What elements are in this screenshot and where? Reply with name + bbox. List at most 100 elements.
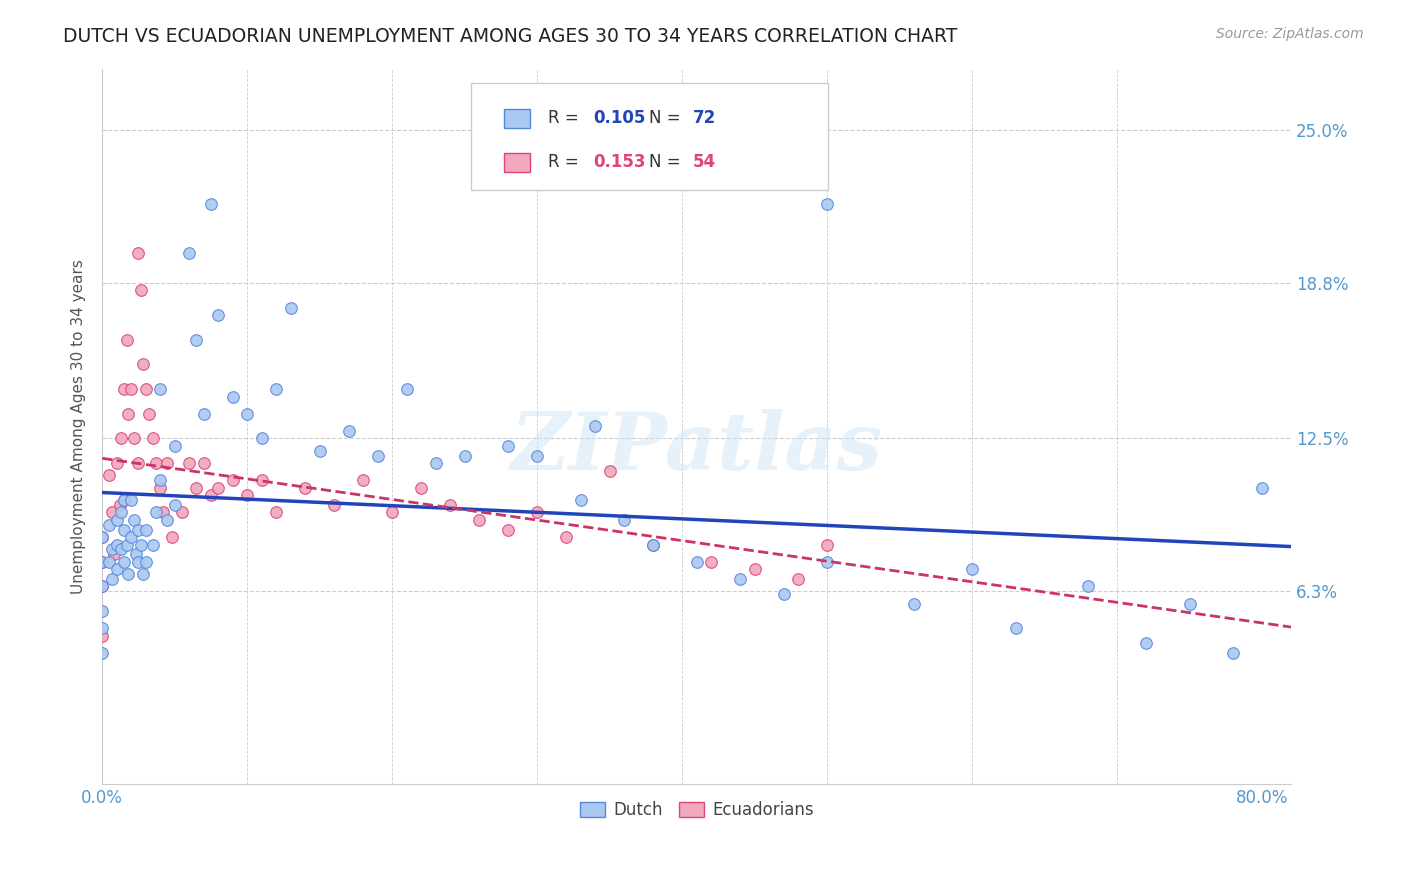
- Point: [179, 246, 201, 260]
- Point: [122, 432, 145, 446]
- Text: 0.105: 0.105: [593, 109, 645, 128]
- Point: [105, 537, 128, 551]
- Point: [110, 542, 132, 557]
- Point: [236, 488, 259, 502]
- Point: [98, 555, 121, 569]
- Point: [730, 572, 752, 586]
- FancyBboxPatch shape: [471, 83, 828, 190]
- Text: N =: N =: [650, 153, 686, 171]
- Point: [112, 523, 135, 537]
- Point: [583, 419, 606, 434]
- Text: 0.153: 0.153: [593, 153, 645, 171]
- Point: [179, 456, 201, 470]
- Text: DUTCH VS ECUADORIAN UNEMPLOYMENT AMONG AGES 30 TO 34 YEARS CORRELATION CHART: DUTCH VS ECUADORIAN UNEMPLOYMENT AMONG A…: [63, 27, 957, 45]
- Point: [222, 474, 245, 488]
- Text: ZIPatlas: ZIPatlas: [510, 409, 883, 486]
- Point: [112, 555, 135, 569]
- Point: [599, 463, 621, 477]
- Point: [526, 505, 548, 519]
- Point: [91, 621, 114, 635]
- Point: [135, 382, 157, 396]
- Point: [105, 513, 128, 527]
- Point: [337, 424, 360, 438]
- Point: [439, 498, 461, 512]
- Point: [142, 432, 165, 446]
- Point: [222, 390, 245, 404]
- Point: [91, 555, 114, 569]
- Point: [323, 498, 346, 512]
- Point: [496, 523, 519, 537]
- Point: [98, 468, 121, 483]
- Point: [132, 567, 155, 582]
- Point: [156, 513, 179, 527]
- Point: [207, 481, 229, 495]
- Point: [145, 505, 167, 519]
- Point: [117, 407, 139, 421]
- Point: [156, 456, 179, 470]
- Point: [468, 513, 491, 527]
- Point: [1135, 636, 1157, 650]
- Text: Source: ZipAtlas.com: Source: ZipAtlas.com: [1216, 27, 1364, 41]
- Point: [91, 604, 114, 618]
- Point: [163, 439, 186, 453]
- Point: [120, 382, 142, 396]
- Point: [91, 555, 114, 569]
- Point: [98, 517, 121, 532]
- Point: [700, 555, 723, 569]
- Point: [294, 481, 316, 495]
- Point: [454, 449, 477, 463]
- Point: [643, 537, 665, 551]
- Point: [280, 301, 302, 315]
- Point: [200, 197, 222, 211]
- Point: [131, 537, 153, 551]
- Point: [193, 456, 215, 470]
- Point: [308, 443, 330, 458]
- FancyBboxPatch shape: [505, 153, 530, 172]
- Point: [101, 542, 124, 557]
- Point: [496, 439, 519, 453]
- Point: [120, 493, 142, 508]
- Point: [135, 555, 157, 569]
- FancyBboxPatch shape: [505, 110, 530, 128]
- Text: R =: R =: [548, 153, 583, 171]
- Point: [124, 547, 146, 561]
- Point: [120, 530, 142, 544]
- Point: [264, 505, 287, 519]
- Point: [1178, 597, 1201, 611]
- Point: [352, 474, 374, 488]
- Point: [117, 567, 139, 582]
- Point: [425, 456, 447, 470]
- Point: [101, 505, 124, 519]
- Point: [815, 197, 838, 211]
- Point: [643, 537, 665, 551]
- Point: [787, 572, 810, 586]
- Point: [815, 555, 838, 569]
- Point: [686, 555, 709, 569]
- Point: [186, 333, 208, 347]
- Point: [127, 246, 149, 260]
- Point: [186, 481, 208, 495]
- Point: [103, 547, 125, 561]
- Point: [526, 449, 548, 463]
- Point: [555, 530, 578, 544]
- Text: R =: R =: [548, 109, 583, 128]
- Point: [1222, 646, 1244, 660]
- Text: 72: 72: [693, 109, 717, 128]
- Point: [411, 481, 433, 495]
- Point: [264, 382, 287, 396]
- Point: [91, 579, 114, 593]
- Point: [200, 488, 222, 502]
- Point: [91, 629, 114, 643]
- Text: N =: N =: [650, 109, 686, 128]
- Point: [115, 537, 138, 551]
- Point: [142, 537, 165, 551]
- Point: [1251, 481, 1274, 495]
- Point: [815, 537, 838, 551]
- Point: [207, 308, 229, 322]
- Point: [613, 513, 636, 527]
- Point: [110, 432, 132, 446]
- Point: [250, 474, 273, 488]
- Point: [127, 456, 149, 470]
- Point: [160, 530, 183, 544]
- Point: [122, 513, 145, 527]
